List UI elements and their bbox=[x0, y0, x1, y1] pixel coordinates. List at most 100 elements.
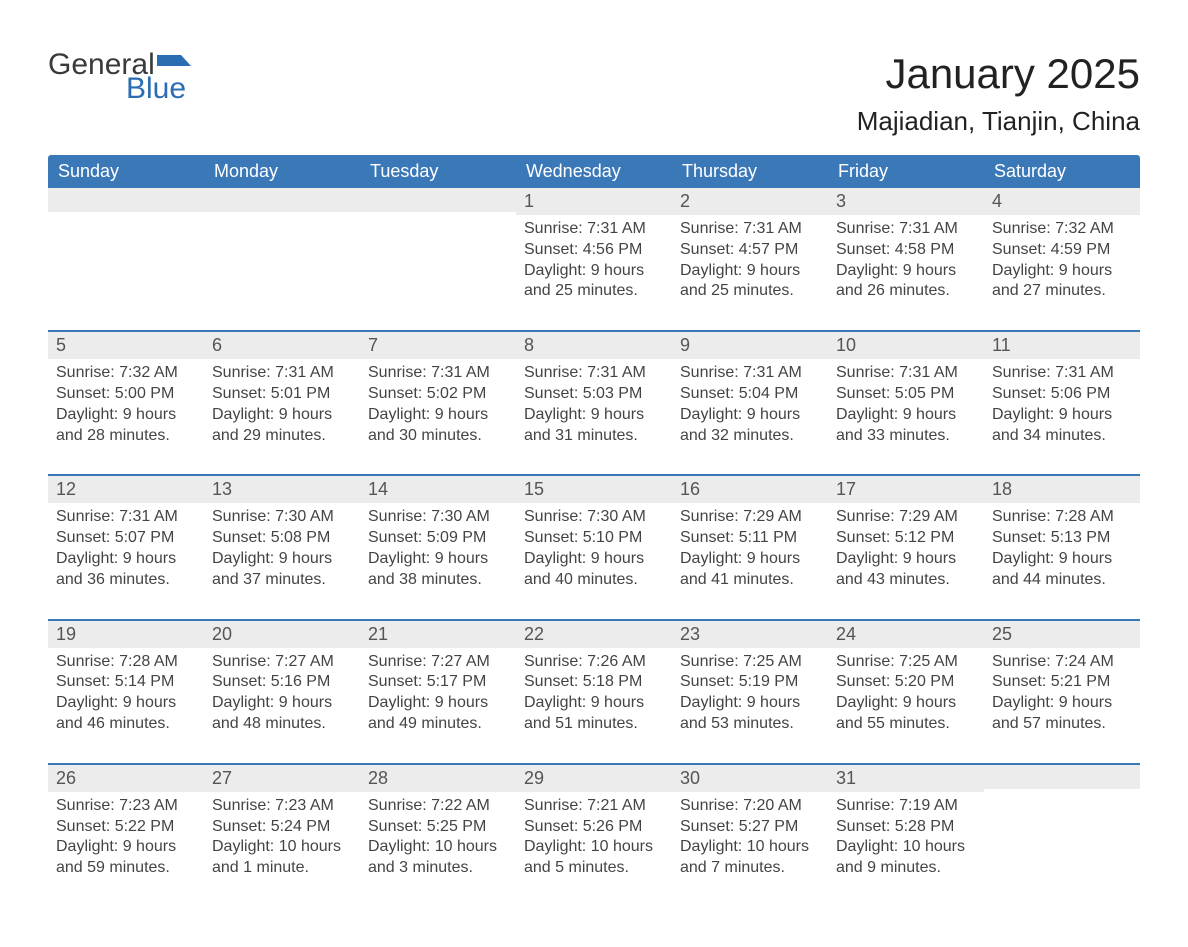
sunrise-line: Sunrise: 7:31 AM bbox=[56, 507, 196, 528]
day-content: Sunrise: 7:21 AMSunset: 5:26 PMDaylight:… bbox=[516, 792, 672, 907]
sunset-line: Sunset: 5:26 PM bbox=[524, 817, 664, 838]
calendar-day-cell: 18Sunrise: 7:28 AMSunset: 5:13 PMDayligh… bbox=[984, 475, 1140, 619]
daylight1-line: Daylight: 9 hours bbox=[56, 549, 196, 570]
daylight2-line: and 49 minutes. bbox=[368, 714, 508, 735]
day-content: Sunrise: 7:31 AMSunset: 5:06 PMDaylight:… bbox=[984, 359, 1140, 474]
day-number: 3 bbox=[828, 188, 984, 215]
daylight2-line: and 36 minutes. bbox=[56, 570, 196, 591]
sunset-line: Sunset: 5:14 PM bbox=[56, 672, 196, 693]
daylight2-line: and 27 minutes. bbox=[992, 281, 1132, 302]
weekday-header: Sunday bbox=[48, 155, 204, 188]
daylight1-line: Daylight: 9 hours bbox=[524, 405, 664, 426]
month-title: January 2025 bbox=[857, 50, 1140, 98]
calendar-day-cell bbox=[204, 188, 360, 331]
daylight2-line: and 53 minutes. bbox=[680, 714, 820, 735]
sunset-line: Sunset: 5:16 PM bbox=[212, 672, 352, 693]
sunset-line: Sunset: 5:06 PM bbox=[992, 384, 1132, 405]
day-content: Sunrise: 7:31 AMSunset: 4:56 PMDaylight:… bbox=[516, 215, 672, 330]
day-number: 20 bbox=[204, 621, 360, 648]
calendar-day-cell: 22Sunrise: 7:26 AMSunset: 5:18 PMDayligh… bbox=[516, 620, 672, 764]
calendar-week-row: 12Sunrise: 7:31 AMSunset: 5:07 PMDayligh… bbox=[48, 475, 1140, 619]
daylight2-line: and 43 minutes. bbox=[836, 570, 976, 591]
day-number: 17 bbox=[828, 476, 984, 503]
day-number: 31 bbox=[828, 765, 984, 792]
day-number: 30 bbox=[672, 765, 828, 792]
sunrise-line: Sunrise: 7:31 AM bbox=[524, 219, 664, 240]
sunset-line: Sunset: 5:20 PM bbox=[836, 672, 976, 693]
sunrise-line: Sunrise: 7:27 AM bbox=[368, 652, 508, 673]
day-number: 2 bbox=[672, 188, 828, 215]
logo-word-2: Blue bbox=[126, 74, 186, 104]
daylight2-line: and 7 minutes. bbox=[680, 858, 820, 879]
weekday-header: Friday bbox=[828, 155, 984, 188]
daylight2-line: and 9 minutes. bbox=[836, 858, 976, 879]
day-content: Sunrise: 7:29 AMSunset: 5:12 PMDaylight:… bbox=[828, 503, 984, 618]
sunrise-line: Sunrise: 7:32 AM bbox=[56, 363, 196, 384]
calendar-day-cell: 11Sunrise: 7:31 AMSunset: 5:06 PMDayligh… bbox=[984, 331, 1140, 475]
day-number: 11 bbox=[984, 332, 1140, 359]
sunrise-line: Sunrise: 7:25 AM bbox=[680, 652, 820, 673]
day-content: Sunrise: 7:32 AMSunset: 5:00 PMDaylight:… bbox=[48, 359, 204, 474]
sunrise-line: Sunrise: 7:21 AM bbox=[524, 796, 664, 817]
daylight1-line: Daylight: 9 hours bbox=[56, 693, 196, 714]
sunrise-line: Sunrise: 7:31 AM bbox=[836, 219, 976, 240]
day-number: 25 bbox=[984, 621, 1140, 648]
calendar-day-cell: 29Sunrise: 7:21 AMSunset: 5:26 PMDayligh… bbox=[516, 764, 672, 907]
sunset-line: Sunset: 4:57 PM bbox=[680, 240, 820, 261]
daylight2-line: and 51 minutes. bbox=[524, 714, 664, 735]
daylight1-line: Daylight: 9 hours bbox=[212, 549, 352, 570]
daylight2-line: and 37 minutes. bbox=[212, 570, 352, 591]
day-number: 18 bbox=[984, 476, 1140, 503]
sunrise-line: Sunrise: 7:20 AM bbox=[680, 796, 820, 817]
calendar-day-cell bbox=[48, 188, 204, 331]
sunrise-line: Sunrise: 7:31 AM bbox=[212, 363, 352, 384]
daylight2-line: and 44 minutes. bbox=[992, 570, 1132, 591]
day-content: Sunrise: 7:27 AMSunset: 5:17 PMDaylight:… bbox=[360, 648, 516, 763]
daylight1-line: Daylight: 9 hours bbox=[680, 405, 820, 426]
sunset-line: Sunset: 5:08 PM bbox=[212, 528, 352, 549]
daylight1-line: Daylight: 9 hours bbox=[992, 261, 1132, 282]
day-content: Sunrise: 7:30 AMSunset: 5:10 PMDaylight:… bbox=[516, 503, 672, 618]
calendar-day-cell: 12Sunrise: 7:31 AMSunset: 5:07 PMDayligh… bbox=[48, 475, 204, 619]
calendar-day-cell: 20Sunrise: 7:27 AMSunset: 5:16 PMDayligh… bbox=[204, 620, 360, 764]
daylight2-line: and 28 minutes. bbox=[56, 426, 196, 447]
sunrise-line: Sunrise: 7:32 AM bbox=[992, 219, 1132, 240]
calendar-page: General Blue January 2025 Majiadian, Tia… bbox=[0, 0, 1188, 947]
calendar-day-cell: 4Sunrise: 7:32 AMSunset: 4:59 PMDaylight… bbox=[984, 188, 1140, 331]
calendar-day-cell: 25Sunrise: 7:24 AMSunset: 5:21 PMDayligh… bbox=[984, 620, 1140, 764]
sunrise-line: Sunrise: 7:29 AM bbox=[836, 507, 976, 528]
sunset-line: Sunset: 5:05 PM bbox=[836, 384, 976, 405]
sunrise-line: Sunrise: 7:22 AM bbox=[368, 796, 508, 817]
sunrise-line: Sunrise: 7:30 AM bbox=[524, 507, 664, 528]
day-number: 5 bbox=[48, 332, 204, 359]
sunset-line: Sunset: 5:28 PM bbox=[836, 817, 976, 838]
sunrise-line: Sunrise: 7:31 AM bbox=[368, 363, 508, 384]
daylight1-line: Daylight: 9 hours bbox=[368, 693, 508, 714]
sunset-line: Sunset: 4:59 PM bbox=[992, 240, 1132, 261]
weekday-header: Saturday bbox=[984, 155, 1140, 188]
day-content: Sunrise: 7:23 AMSunset: 5:22 PMDaylight:… bbox=[48, 792, 204, 907]
daylight2-line: and 1 minute. bbox=[212, 858, 352, 879]
day-content: Sunrise: 7:31 AMSunset: 5:07 PMDaylight:… bbox=[48, 503, 204, 618]
calendar-day-cell: 8Sunrise: 7:31 AMSunset: 5:03 PMDaylight… bbox=[516, 331, 672, 475]
day-number: 10 bbox=[828, 332, 984, 359]
daylight1-line: Daylight: 10 hours bbox=[680, 837, 820, 858]
calendar-week-row: 19Sunrise: 7:28 AMSunset: 5:14 PMDayligh… bbox=[48, 620, 1140, 764]
daylight2-line: and 59 minutes. bbox=[56, 858, 196, 879]
calendar-week-row: 26Sunrise: 7:23 AMSunset: 5:22 PMDayligh… bbox=[48, 764, 1140, 907]
calendar-day-cell: 10Sunrise: 7:31 AMSunset: 5:05 PMDayligh… bbox=[828, 331, 984, 475]
daylight1-line: Daylight: 9 hours bbox=[836, 549, 976, 570]
title-block: January 2025 Majiadian, Tianjin, China bbox=[857, 50, 1140, 137]
daylight1-line: Daylight: 10 hours bbox=[212, 837, 352, 858]
day-number: 1 bbox=[516, 188, 672, 215]
calendar-day-cell: 30Sunrise: 7:20 AMSunset: 5:27 PMDayligh… bbox=[672, 764, 828, 907]
calendar-day-cell: 23Sunrise: 7:25 AMSunset: 5:19 PMDayligh… bbox=[672, 620, 828, 764]
sunset-line: Sunset: 5:12 PM bbox=[836, 528, 976, 549]
sunrise-line: Sunrise: 7:27 AM bbox=[212, 652, 352, 673]
day-number: 13 bbox=[204, 476, 360, 503]
day-content: Sunrise: 7:29 AMSunset: 5:11 PMDaylight:… bbox=[672, 503, 828, 618]
daylight2-line: and 33 minutes. bbox=[836, 426, 976, 447]
sunrise-line: Sunrise: 7:28 AM bbox=[992, 507, 1132, 528]
day-number: 9 bbox=[672, 332, 828, 359]
sunset-line: Sunset: 5:01 PM bbox=[212, 384, 352, 405]
